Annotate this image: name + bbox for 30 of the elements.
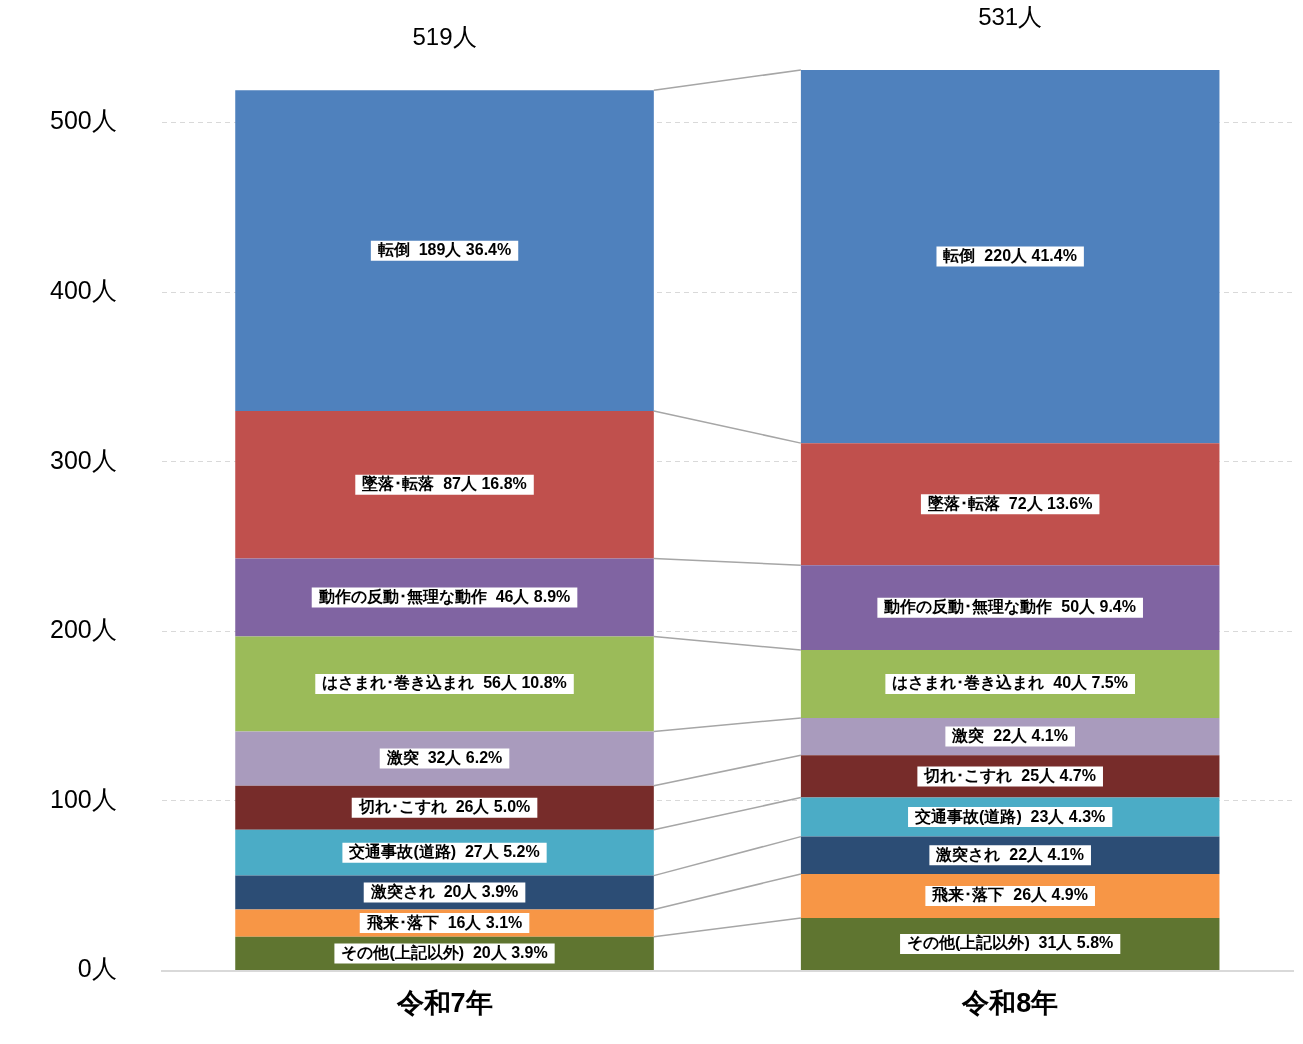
total-label: 519人	[412, 22, 477, 50]
y-tick-label: 500人	[49, 106, 117, 135]
text: 切れ･こすれ 25人 4.7%	[924, 766, 1096, 784]
y-tick-label: 300人	[49, 445, 117, 474]
text: 交通事故(道路) 27人 5.2%	[349, 843, 540, 861]
text: 転倒 220人 41.4%	[943, 246, 1077, 264]
text: はさまれ･巻き込まれ 56人 10.8%	[322, 674, 567, 692]
total-label: 531人	[978, 2, 1043, 30]
x-tick-label: 令和8年	[961, 988, 1059, 1019]
y-tick-label: 200人	[49, 615, 117, 644]
text: 切れ･こすれ 26人 5.0%	[358, 798, 531, 816]
text: 転倒 189人 36.4%	[377, 241, 512, 259]
y-tick-label: 400人	[49, 276, 117, 305]
text: 飛来･落下 16人 3.1%	[366, 913, 523, 931]
text: はさまれ･巻き込まれ 40人 7.5%	[892, 674, 1128, 692]
y-tick-label: 100人	[49, 784, 117, 813]
text: 激突され 22人 4.1%	[936, 845, 1084, 863]
text: 動作の反動･無理な動作 50人 9.4%	[884, 598, 1136, 616]
text: 動作の反動･無理な動作 46人 8.9%	[318, 587, 571, 605]
text: 墜落･転落 87人 16.8%	[362, 475, 527, 493]
text: その他(上記以外) 31人 5.8%	[907, 934, 1114, 952]
text: 激突され 20人 3.9%	[370, 882, 519, 900]
text: 墜落･転落 72人 13.6%	[927, 494, 1093, 512]
text: 飛来･落下 26人 4.9%	[932, 886, 1088, 904]
text: 激突 22人 4.1%	[952, 726, 1068, 744]
text: 交通事故(道路) 23人 4.3%	[915, 807, 1106, 825]
y-tick-label: 0人	[77, 954, 117, 983]
text: 激突 32人 6.2%	[386, 749, 503, 766]
text: その他(上記以外) 20人 3.9%	[341, 943, 548, 961]
x-tick-label: 令和7年	[395, 988, 493, 1019]
